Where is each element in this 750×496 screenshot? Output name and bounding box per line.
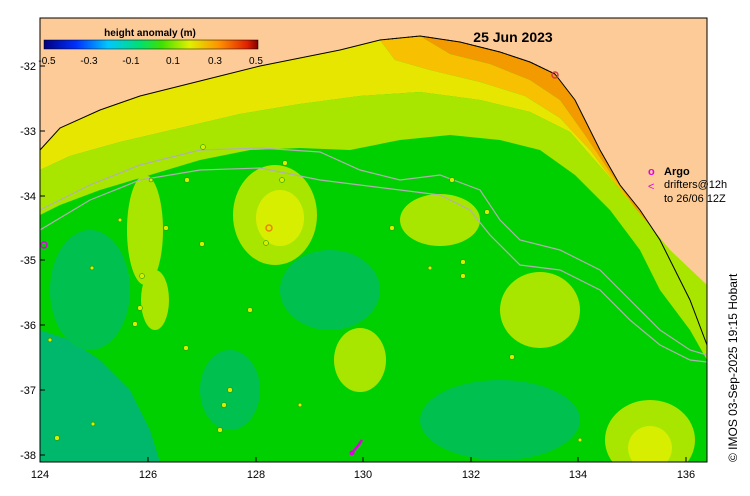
lon-tick-label: 126 xyxy=(139,469,157,481)
eddy-warm-135-core xyxy=(628,426,672,462)
shelf-contour-line xyxy=(40,147,707,356)
marker-legend: o Argo < drifters@12h to 26/06 12Z xyxy=(648,166,727,205)
lon-axis: 124 126 128 130 132 134 136 xyxy=(31,457,695,481)
drifter-legend-label-2: to 26/06 12Z xyxy=(664,193,726,205)
eddy-warm-131 xyxy=(400,194,480,246)
lon-tick-label: 136 xyxy=(677,469,695,481)
cool-region-south xyxy=(420,380,580,460)
colorbar-label: -0.5 xyxy=(38,56,56,67)
colorbar-label: 0.5 xyxy=(249,56,263,67)
drifter-track-pink xyxy=(351,439,364,454)
plot-frame xyxy=(39,17,708,463)
colorbar: height anomaly (m) -0.5 -0.3 -0.1 0.1 0.… xyxy=(38,28,263,67)
colorbar-label: -0.1 xyxy=(122,56,140,67)
coastal-band-yellow xyxy=(40,40,707,300)
colorbar-label: 0.1 xyxy=(166,56,180,67)
lon-tick-label: 134 xyxy=(569,469,587,481)
eddy-warm-125 xyxy=(127,175,163,285)
drifter-legend-label: drifters@12h xyxy=(664,179,727,191)
lat-tick-label: -32 xyxy=(20,61,36,73)
lon-tick-label: 132 xyxy=(462,469,480,481)
colorbar-label: -0.3 xyxy=(80,56,98,67)
eddy-warm-130 xyxy=(334,328,386,392)
coastal-band-yellow-orange xyxy=(380,36,707,320)
map-date: 25 Jun 2023 xyxy=(473,29,553,45)
drifter-markers xyxy=(47,144,583,443)
coastal-band-orange xyxy=(420,36,707,345)
lon-tick-label: 124 xyxy=(31,469,49,481)
lat-tick-label: -35 xyxy=(20,255,36,267)
eddy-warm-133 xyxy=(500,272,580,348)
lat-tick-label: -37 xyxy=(20,385,36,397)
shelf-contour-line-2 xyxy=(40,167,707,363)
lat-tick-label: -36 xyxy=(20,320,36,332)
lon-tick-label: 130 xyxy=(354,469,372,481)
lon-tick-label: 128 xyxy=(247,469,265,481)
drifter-legend-marker: < xyxy=(648,181,654,193)
colorbar-title: height anomaly (m) xyxy=(104,28,196,39)
argo-markers xyxy=(40,71,559,249)
lat-axis: -32 -33 -34 -35 -36 -37 -38 xyxy=(20,61,45,462)
colorbar-gradient xyxy=(43,39,259,50)
lat-tick-label: -38 xyxy=(20,450,36,462)
drifter-end-marker xyxy=(349,450,355,456)
argo-legend-label: Argo xyxy=(664,166,690,178)
cool-region-west xyxy=(50,230,130,350)
eddy-warm-128-core xyxy=(256,190,304,246)
lat-tick-label: -33 xyxy=(20,126,36,138)
eddy-warm-126 xyxy=(141,270,169,330)
lat-tick-label: -34 xyxy=(20,191,36,203)
colorbar-label: 0.3 xyxy=(208,56,222,67)
credit-text: © IMOS 03-Sep-2025 19:15 Hobart xyxy=(726,273,740,462)
cool-region-southwest xyxy=(40,330,160,462)
cool-region-central xyxy=(280,250,380,330)
argo-legend-marker: o xyxy=(648,166,655,178)
